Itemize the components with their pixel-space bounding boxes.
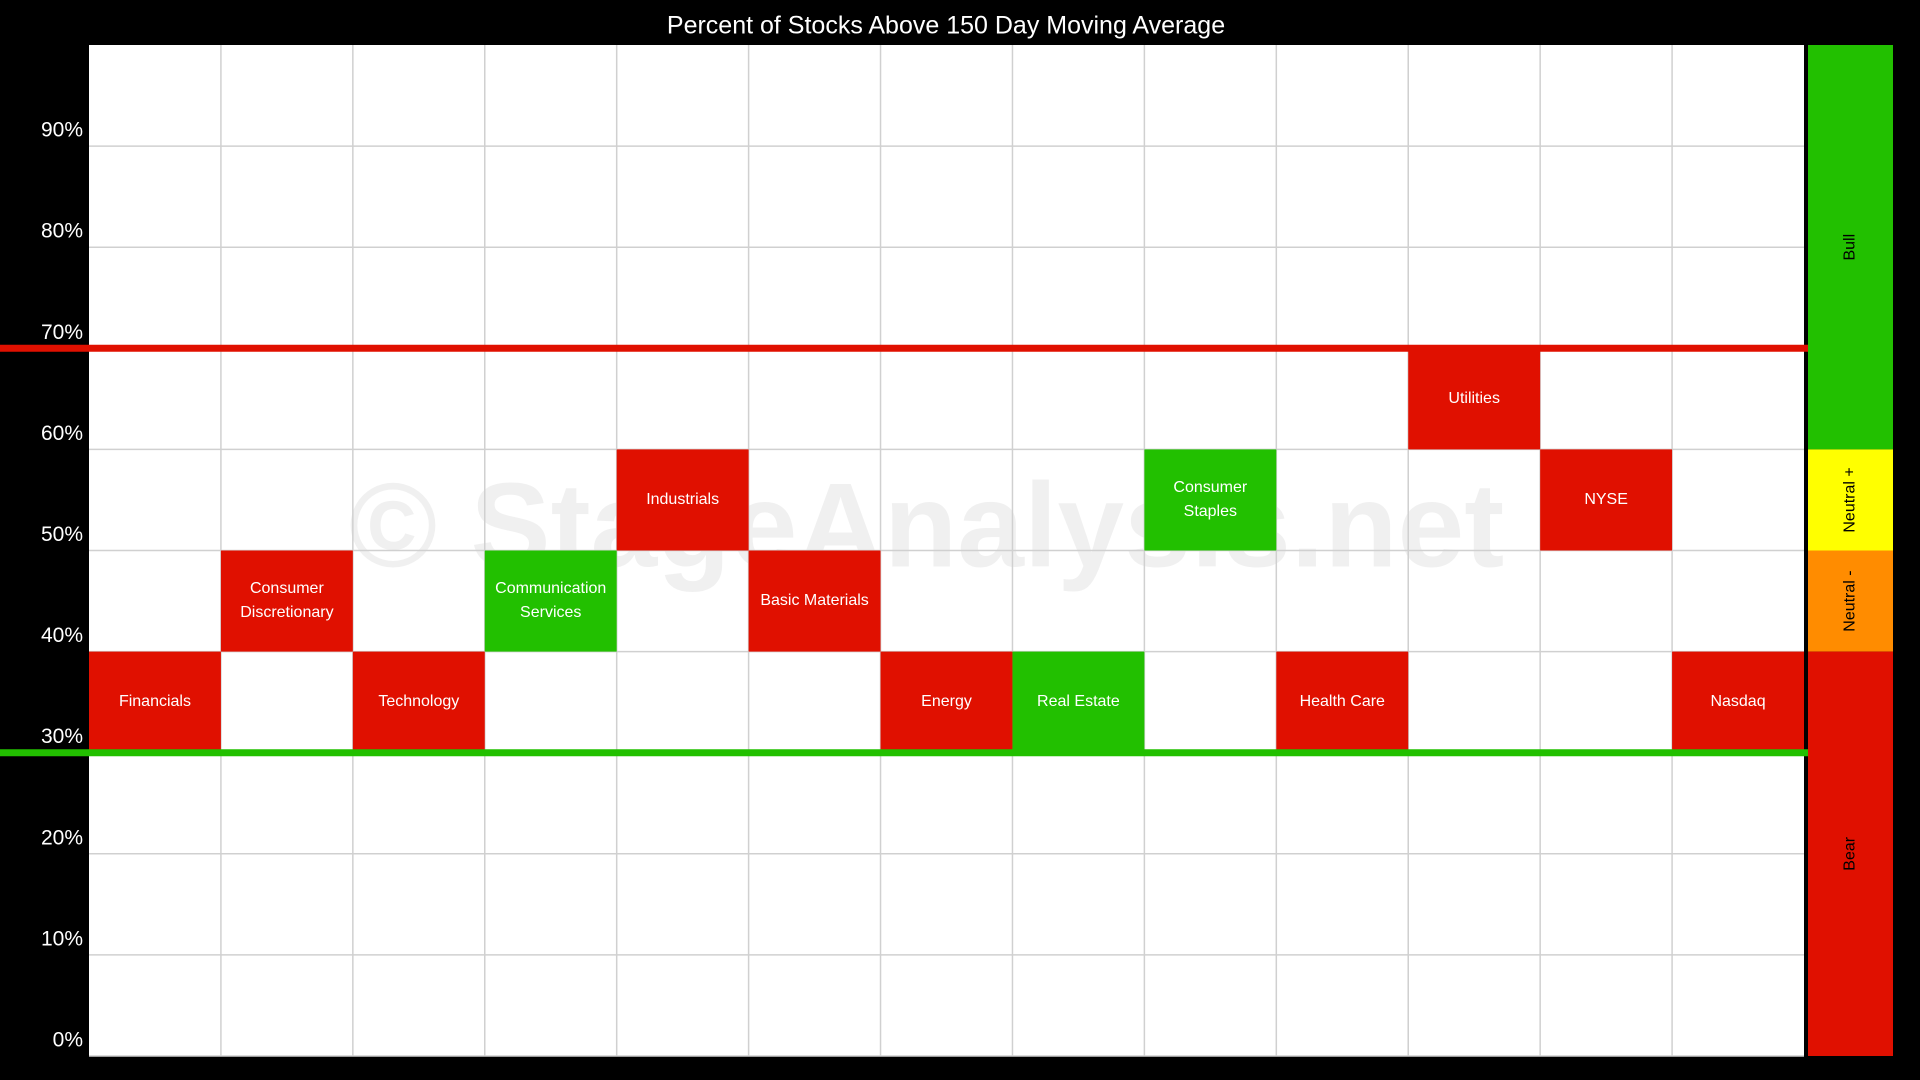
cell-label-box: Financials: [118, 693, 191, 711]
cell-label-box: Industrials: [646, 490, 720, 508]
y-tick-label: 10%: [41, 927, 83, 950]
cell-label-box: Real Estate: [1037, 693, 1120, 711]
zone-label: Neutral +: [1842, 467, 1859, 532]
y-tick-label: 50%: [41, 523, 83, 546]
cell-label-box: Health Care: [1299, 693, 1385, 711]
cell-label-box: Nasdaq: [1710, 693, 1766, 711]
cell-label: Real Estate: [1037, 693, 1120, 711]
band-cell: [1012, 651, 1145, 753]
band-cell: [748, 550, 881, 652]
band-cell: [1408, 348, 1541, 450]
cell-label: Nasdaq: [1710, 693, 1766, 711]
cell-label: Technology: [378, 693, 460, 711]
cell-label-box: Basic Materials: [760, 592, 869, 610]
cell-label: Financials: [118, 693, 191, 711]
y-tick-label: 30%: [41, 725, 83, 748]
cell-label-box: Consumer Staples: [1173, 478, 1248, 520]
zone-label: Neutral -: [1842, 570, 1859, 631]
band-cell: [220, 550, 353, 652]
zone-label: Bull: [1842, 234, 1859, 261]
band-cell: [1144, 449, 1277, 551]
band-cell: [616, 449, 749, 551]
cell-label-box: Energy: [921, 693, 972, 711]
zone: [1808, 449, 1893, 551]
band-cell: [484, 550, 617, 652]
cell-label: Consumer Discretionary: [240, 580, 334, 622]
y-tick-label: 80%: [41, 220, 83, 243]
band-cell: [352, 651, 485, 753]
zone: [1808, 45, 1893, 450]
cell-label: Communication Services: [495, 580, 607, 622]
cell-label: NYSE: [1584, 490, 1628, 508]
y-tick-label: 90%: [41, 119, 83, 142]
cell-label: Utilities: [1448, 389, 1500, 407]
cell-label: Health Care: [1299, 693, 1385, 711]
zone-label: Bear: [1842, 836, 1859, 870]
band-cell: [1540, 449, 1673, 551]
zone: [1808, 651, 1893, 1056]
cell-label: Industrials: [646, 490, 720, 508]
cell-label-box: Consumer Discretionary: [240, 580, 334, 622]
cell-label-box: Communication Services: [495, 580, 607, 622]
y-tick-label: 70%: [41, 321, 83, 344]
y-tick-label: 0%: [53, 1029, 83, 1052]
zone: [1808, 550, 1893, 652]
band-cell: [880, 651, 1013, 753]
cell-label-box: Utilities: [1448, 389, 1500, 407]
y-tick-label: 40%: [41, 624, 83, 647]
cell-label: Energy: [921, 693, 972, 711]
cell-label-box: Technology: [378, 693, 460, 711]
band-cell: [1276, 651, 1409, 753]
band-cell: [1672, 651, 1804, 753]
band-cell: [89, 651, 221, 753]
chart-title: Percent of Stocks Above 150 Day Moving A…: [667, 12, 1225, 40]
y-tick-label: 60%: [41, 422, 83, 445]
cell-label: Consumer Staples: [1173, 478, 1248, 520]
y-tick-label: 20%: [41, 826, 83, 849]
cell-label: Basic Materials: [760, 592, 869, 610]
cell-label-box: NYSE: [1584, 490, 1628, 508]
